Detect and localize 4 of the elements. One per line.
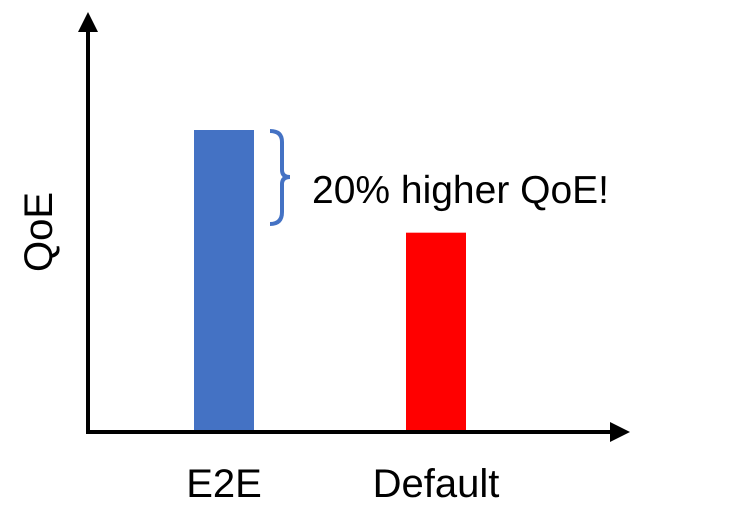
- annotation: 20% higher QoE!: [312, 169, 610, 212]
- x-tick-label: Default: [372, 462, 500, 506]
- x-tick-label: E2E: [186, 462, 262, 506]
- y-axis-title: QoE: [17, 192, 61, 272]
